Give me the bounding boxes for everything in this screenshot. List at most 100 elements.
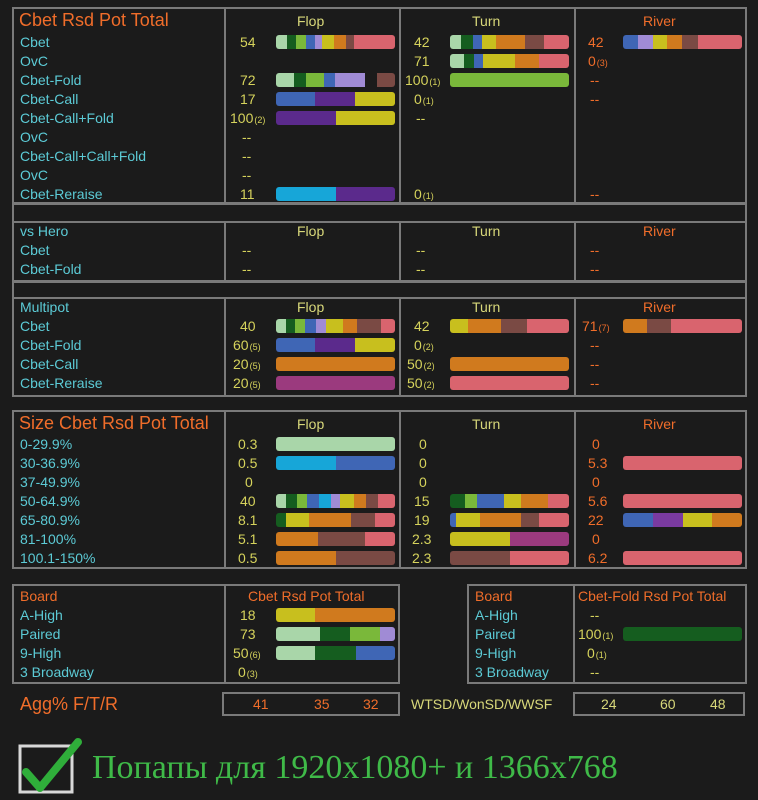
row-label: OvC — [20, 53, 48, 69]
river-value: 0 — [592, 531, 600, 547]
river-value: 0(3) — [588, 53, 608, 69]
board-bar — [276, 627, 395, 641]
agg-flop-value: 41 — [253, 696, 269, 712]
agg-river-value: 32 — [363, 696, 379, 712]
river-bar — [623, 319, 742, 333]
flop-header: Flop — [297, 13, 325, 29]
flop-value: 54 — [240, 34, 256, 50]
flop-bar — [276, 338, 395, 352]
turn-bar — [450, 376, 569, 390]
flop-bar — [276, 551, 395, 565]
row-label: A-High — [20, 607, 63, 623]
row-label: 3 Broadway — [475, 664, 549, 680]
flop-bar — [276, 437, 395, 451]
board-value: 100(1) — [578, 626, 614, 642]
turn-bar — [450, 532, 569, 546]
row-label: 50-64.9% — [20, 493, 80, 509]
river-value: -- — [590, 375, 600, 391]
river-header: River — [643, 416, 676, 432]
turn-header: Turn — [472, 416, 501, 432]
row-label: Cbet — [20, 242, 50, 258]
river-value: 6.2 — [588, 550, 608, 566]
river-value: 22 — [588, 512, 604, 528]
board-value: 0(3) — [238, 664, 258, 680]
row-label: Cbet-Fold — [20, 337, 82, 353]
flop-value: 60(5) — [233, 337, 261, 353]
river-value: 0 — [592, 436, 600, 452]
checkmark-icon — [18, 736, 82, 794]
river-bar — [623, 456, 742, 470]
turn-value: -- — [416, 242, 426, 258]
row-label: Cbet-Fold — [20, 72, 82, 88]
river-bar — [623, 35, 742, 49]
river-value: 5.6 — [588, 493, 608, 509]
flop-bar — [276, 111, 395, 125]
flop-value: 0.5 — [238, 550, 258, 566]
wtsd-label: WTSD/WonSD/WWSF — [411, 696, 553, 712]
river-value: -- — [590, 91, 600, 107]
turn-header: Turn — [472, 223, 501, 239]
river-bar — [623, 494, 742, 508]
board-bar — [276, 646, 395, 660]
flop-bar — [276, 376, 395, 390]
river-value: 0 — [592, 474, 600, 490]
turn-value: 2.3 — [412, 550, 432, 566]
board-title: Board — [475, 588, 513, 604]
agg-turn-value: 35 — [314, 696, 330, 712]
row-label: Cbet — [20, 318, 50, 334]
turn-bar — [450, 73, 569, 87]
turn-value: 0(2) — [414, 337, 434, 353]
flop-header: Flop — [297, 416, 325, 432]
river-value: -- — [590, 356, 600, 372]
board-cbet-fold-panel — [467, 584, 747, 684]
flop-value: 11 — [240, 186, 255, 202]
flop-value: 20(5) — [233, 375, 261, 391]
row-label: 9-High — [20, 645, 62, 661]
river-value: -- — [590, 337, 600, 353]
row-label: Cbet-Call+Fold — [20, 110, 114, 126]
river-value: 71(7) — [582, 318, 610, 334]
wonsd-value: 60 — [660, 696, 676, 712]
board-cbet-panel — [12, 584, 400, 684]
wwsf-value: 48 — [710, 696, 726, 712]
turn-header: Turn — [472, 13, 501, 29]
agg-box — [222, 692, 400, 716]
board-value: 73 — [240, 626, 256, 642]
row-label: Cbet-Call+Call+Fold — [20, 148, 147, 164]
turn-bar — [450, 494, 569, 508]
turn-value: 50(2) — [407, 375, 435, 391]
river-header: River — [643, 13, 676, 29]
row-label: 0-29.9% — [20, 436, 73, 452]
flop-value: 40 — [240, 493, 256, 509]
river-header: River — [643, 223, 676, 239]
turn-value: 19 — [414, 512, 430, 528]
row-label: 100.1-150% — [20, 550, 96, 566]
flop-value: 100(2) — [230, 110, 266, 126]
board-value: 18 — [240, 607, 256, 623]
row-label: 30-36.9% — [20, 455, 80, 471]
river-value: -- — [590, 72, 600, 88]
turn-value: -- — [416, 261, 426, 277]
flop-value: 0 — [245, 474, 253, 490]
row-label: OvC — [20, 129, 48, 145]
row-label: Cbet-Call — [20, 91, 79, 107]
turn-value: 0(1) — [414, 186, 434, 202]
river-value: -- — [590, 242, 600, 258]
board-column-header: Cbet Rsd Pot Total — [248, 588, 365, 604]
flop-bar — [276, 319, 395, 333]
flop-bar — [276, 92, 395, 106]
flop-bar — [276, 494, 395, 508]
flop-value: 5.1 — [238, 531, 258, 547]
row-label: OvC — [20, 167, 48, 183]
flop-header: Flop — [297, 299, 325, 315]
flop-value: 40 — [240, 318, 256, 334]
wtsd-box — [573, 692, 745, 716]
turn-bar — [450, 357, 569, 371]
flop-value: 8.1 — [238, 512, 258, 528]
board-column-header: Cbet-Fold Rsd Pot Total — [578, 588, 727, 604]
turn-bar — [450, 513, 569, 527]
turn-value: -- — [416, 110, 426, 126]
row-label: Paired — [20, 626, 61, 642]
board-value: 0(1) — [587, 645, 607, 661]
row-label: Cbet-Call — [20, 356, 79, 372]
